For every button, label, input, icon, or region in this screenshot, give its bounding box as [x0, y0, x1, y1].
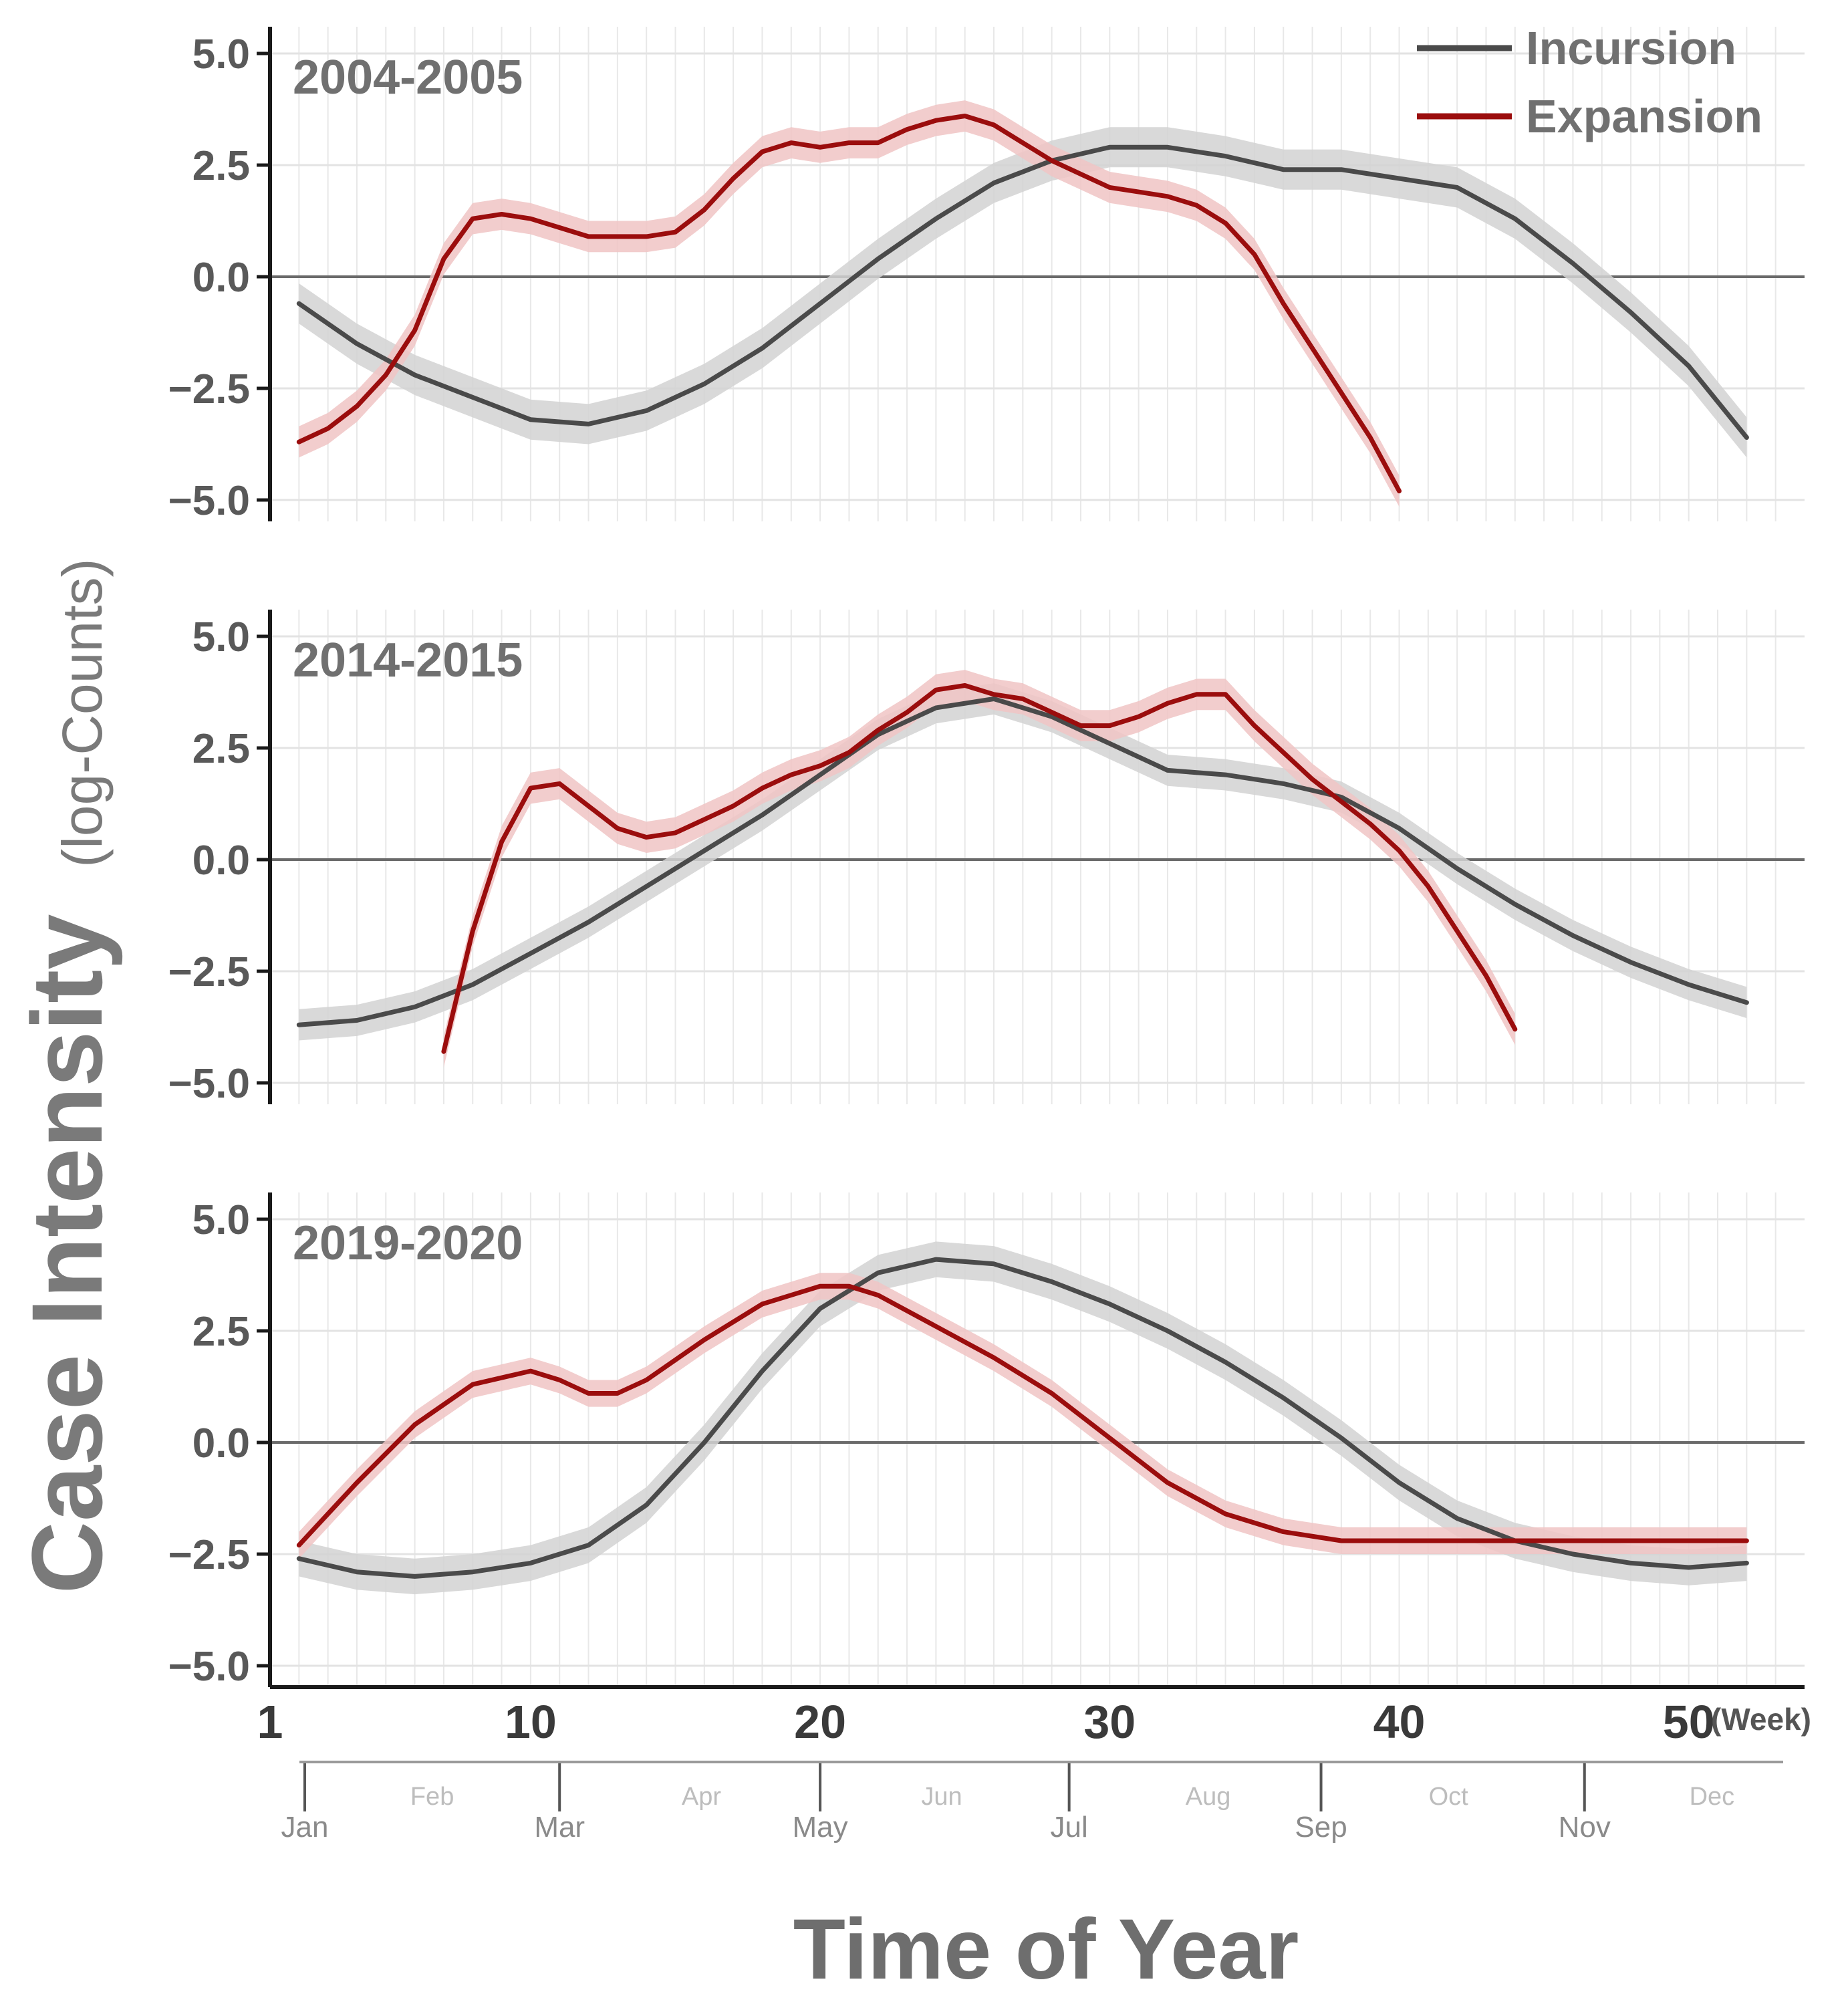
x-tick-label-week: 10: [505, 1696, 557, 1748]
x-tick-label-week: 20: [794, 1696, 846, 1748]
month-label-major: May: [793, 1811, 848, 1844]
month-label-major: Jan: [281, 1811, 329, 1844]
confidence-band-incursion: [299, 683, 1747, 1041]
y-tick-label: 5.0: [192, 1197, 250, 1243]
month-label-minor: Dec: [1690, 1783, 1735, 1811]
legend-label-expansion: Expansion: [1526, 90, 1762, 142]
x-tick-label-week: 1: [257, 1696, 283, 1748]
confidence-band-expansion: [299, 100, 1400, 507]
month-label-minor: Oct: [1429, 1783, 1469, 1811]
confidence-band-expansion: [299, 1273, 1747, 1559]
y-tick-label: −5.0: [168, 1644, 250, 1690]
y-tick-label: 2.5: [192, 1309, 250, 1355]
month-label-minor: Apr: [682, 1783, 721, 1811]
x-tick-label-week: 40: [1373, 1696, 1426, 1748]
x-axis-unit: (Week): [1711, 1702, 1811, 1737]
legend-label-incursion: Incursion: [1526, 22, 1736, 74]
line-layer: [296, 114, 1749, 1579]
y-tick-label: −5.0: [168, 1061, 250, 1107]
y-axis-title: Case Intensity (log-Counts): [11, 559, 123, 1594]
panel-title: 2014-2015: [293, 634, 523, 687]
confidence-band-expansion: [443, 670, 1515, 1067]
x-tick-label-week: 30: [1083, 1696, 1136, 1748]
month-label-major: Mar: [534, 1811, 585, 1844]
x-tick-label-week: 50: [1663, 1696, 1715, 1748]
series-line-incursion: [296, 144, 1749, 440]
y-tick-label: 5.0: [192, 614, 250, 660]
y-axis-title-sub: (log-Counts): [51, 559, 114, 868]
y-tick-label: −2.5: [168, 1532, 250, 1578]
y-tick-label: −2.5: [168, 366, 250, 412]
series-line-expansion: [441, 683, 1518, 1054]
series-line-expansion: [296, 114, 1402, 494]
series-line-expansion: [296, 1283, 1749, 1548]
y-tick-label: 2.5: [192, 143, 250, 189]
band-layer: [299, 100, 1747, 1595]
month-label-major: Sep: [1295, 1811, 1347, 1844]
panel-title: 2019-2020: [293, 1217, 523, 1270]
month-label-major: Jul: [1051, 1811, 1088, 1844]
month-label-minor: Jun: [921, 1783, 962, 1811]
label-layer: 5.0 2.5 0.0 −2.5 −5.0 2004-2005 5.0 2.5 0.0 −2.5 −…: [168, 31, 1735, 1844]
y-tick-label: −2.5: [168, 949, 250, 995]
y-tick-label: 0.0: [192, 838, 250, 884]
confidence-band-incursion: [299, 1241, 1747, 1595]
y-tick-label: −5.0: [168, 478, 250, 524]
y-tick-label: 2.5: [192, 726, 250, 772]
y-tick-label: 5.0: [192, 31, 250, 78]
y-tick-label: 0.0: [192, 1420, 250, 1467]
axis-layer: [257, 27, 1805, 1811]
panel-title: 2004-2005: [293, 51, 523, 104]
month-label-major: Nov: [1559, 1811, 1611, 1844]
series-line-incursion: [296, 1257, 1749, 1579]
y-tick-label: 0.0: [192, 255, 250, 301]
series-line-incursion: [296, 697, 1749, 1027]
month-label-minor: Aug: [1186, 1783, 1231, 1811]
legend: Incursion Expansion: [1417, 22, 1762, 142]
month-label-minor: Feb: [410, 1783, 454, 1811]
x-axis-title: Time of Year: [793, 1902, 1299, 1997]
y-axis-title-main: Case Intensity: [11, 914, 123, 1594]
